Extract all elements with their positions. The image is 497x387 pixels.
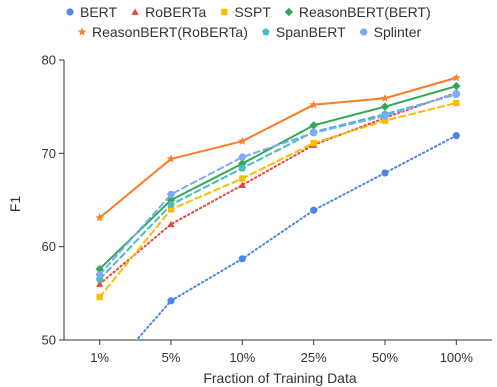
series-spanbert — [95, 90, 461, 283]
legend-label-bert: BERT — [80, 4, 118, 20]
data-point-bert — [167, 297, 175, 305]
legend-marker-roberta — [131, 8, 139, 15]
legend-label-reasonbert-roberta: ReasonBERT(RoBERTa) — [92, 24, 248, 40]
data-point-sspt — [453, 99, 460, 107]
data-point-reasonbert-roberta — [380, 93, 390, 102]
series-roberta — [96, 89, 460, 287]
series-bert — [135, 132, 460, 340]
data-point-sspt — [167, 206, 175, 213]
legend-label-reasonbert-bert: ReasonBERT(BERT) — [299, 4, 431, 20]
legend-marker-reasonbert-roberta — [77, 27, 87, 36]
data-point-splinter — [452, 90, 461, 98]
x-tick-label: 100% — [440, 350, 474, 365]
legend-item-reasonbert-roberta: ReasonBERT(RoBERTa) — [77, 24, 248, 40]
x-axis-title: Fraction of Training Data — [203, 370, 357, 386]
data-point-reasonbert-roberta — [95, 213, 104, 222]
series-splinter — [95, 90, 461, 279]
data-point-splinter — [95, 271, 104, 279]
series-line-bert — [135, 134, 458, 340]
data-point-bert — [310, 206, 318, 214]
data-point-sspt — [381, 117, 389, 124]
data-point-bert — [238, 255, 246, 263]
y-tick-label: 60 — [42, 239, 56, 254]
data-point-splinter — [167, 190, 175, 198]
legend-item-roberta: RoBERTa — [131, 4, 207, 20]
legend-label-splinter: Splinter — [374, 24, 422, 40]
series-layer — [95, 73, 461, 340]
x-tick-label: 5% — [162, 350, 181, 365]
legend-label-roberta: RoBERTa — [145, 4, 206, 20]
legend-label-sspt: SSPT — [234, 4, 271, 20]
series-line-splinter — [98, 92, 458, 276]
y-tick-label: 70 — [42, 146, 56, 161]
x-tick-label: 50% — [372, 350, 398, 365]
data-point-splinter — [309, 129, 318, 137]
series-sspt — [96, 99, 460, 301]
series-line-spanbert — [98, 93, 458, 281]
legend-marker-sspt — [221, 8, 228, 16]
data-point-sspt — [239, 175, 246, 182]
legend: BERT RoBERTa SSPT ReasonBERT(BERT) ReasonBER… — [66, 4, 431, 40]
data-point-reasonbert-bert — [166, 195, 176, 205]
data-point-splinter — [238, 153, 247, 161]
series-line-sspt — [98, 101, 458, 299]
data-point-bert — [452, 132, 460, 140]
data-point-reasonbert-roberta — [309, 100, 318, 109]
legend-item-bert: BERT — [66, 4, 118, 20]
y-tick-label: 50 — [42, 333, 56, 348]
data-point-roberta — [238, 181, 246, 188]
data-point-sspt — [310, 139, 317, 147]
data-point-reasonbert-roberta — [452, 73, 461, 82]
legend-item-splinter: Splinter — [359, 24, 422, 40]
data-point-bert — [381, 169, 389, 177]
legend-item-spanbert: SpanBERT — [262, 24, 346, 40]
y-axis-title: F1 — [7, 196, 23, 213]
x-tick-label: 10% — [229, 350, 255, 365]
data-point-reasonbert-bert — [238, 159, 247, 168]
data-point-roberta — [167, 220, 175, 228]
legend-marker-bert — [66, 8, 74, 16]
y-tick-label: 80 — [42, 53, 56, 68]
series-line-roberta — [98, 91, 458, 285]
data-point-reasonbert-roberta — [238, 136, 247, 145]
series-reasonbert-roberta — [95, 73, 461, 222]
data-point-reasonbert-roberta — [166, 154, 176, 163]
x-tick-label: 1% — [90, 350, 109, 365]
data-point-spanbert — [238, 164, 247, 172]
data-point-splinter — [381, 112, 389, 120]
series-line-reasonbert-bert — [98, 85, 458, 271]
data-point-spanbert — [167, 200, 175, 208]
series-line-reasonbert-roberta — [98, 76, 458, 219]
legend-marker-reasonbert-bert — [284, 7, 294, 17]
data-point-roberta — [96, 280, 104, 287]
legend-marker-spanbert — [262, 28, 270, 36]
legend-label-spanbert: SpanBERT — [276, 24, 346, 40]
data-point-reasonbert-bert — [309, 121, 318, 130]
data-point-sspt — [96, 293, 103, 301]
data-point-reasonbert-bert — [380, 102, 390, 111]
legend-marker-splinter — [359, 28, 368, 36]
legend-item-reasonbert-bert: ReasonBERT(BERT) — [284, 4, 431, 20]
legend-item-sspt: SSPT — [221, 4, 271, 20]
data-point-reasonbert-bert — [452, 81, 461, 91]
x-tick-label: 25% — [301, 350, 327, 365]
